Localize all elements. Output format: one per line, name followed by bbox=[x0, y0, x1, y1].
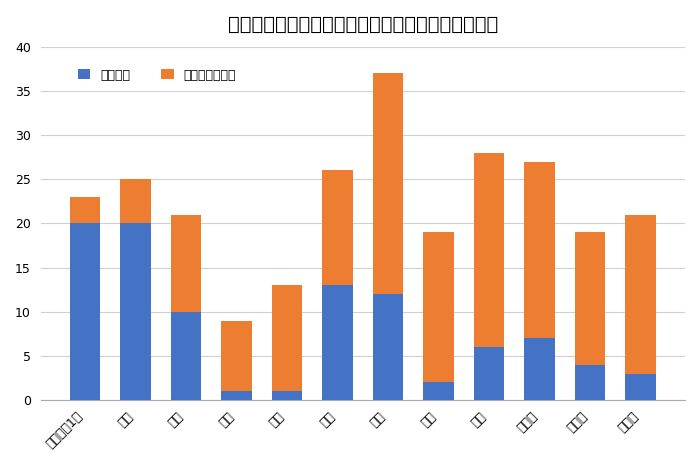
Bar bbox=[625, 214, 656, 374]
Bar bbox=[424, 232, 454, 382]
Bar bbox=[625, 374, 656, 400]
Bar bbox=[70, 197, 100, 223]
Bar bbox=[221, 391, 252, 400]
Bar bbox=[575, 232, 606, 365]
Bar bbox=[524, 162, 554, 338]
Bar bbox=[474, 347, 504, 400]
Bar bbox=[323, 171, 353, 285]
Legend: 対面調停, オンライン調停: 対面調停, オンライン調停 bbox=[73, 63, 242, 87]
Bar bbox=[272, 391, 302, 400]
Bar bbox=[474, 153, 504, 347]
Bar bbox=[424, 382, 454, 400]
Title: 対面調停とオンライン調停の実施回数（令和２年）: 対面調停とオンライン調停の実施回数（令和２年） bbox=[228, 15, 498, 34]
Bar bbox=[171, 312, 201, 400]
Bar bbox=[373, 294, 403, 400]
Bar bbox=[575, 365, 606, 400]
Bar bbox=[120, 179, 150, 223]
Bar bbox=[171, 214, 201, 312]
Bar bbox=[70, 223, 100, 400]
Bar bbox=[221, 321, 252, 391]
Bar bbox=[272, 285, 302, 391]
Bar bbox=[524, 338, 554, 400]
Bar bbox=[373, 73, 403, 294]
Bar bbox=[323, 285, 353, 400]
Bar bbox=[120, 223, 150, 400]
